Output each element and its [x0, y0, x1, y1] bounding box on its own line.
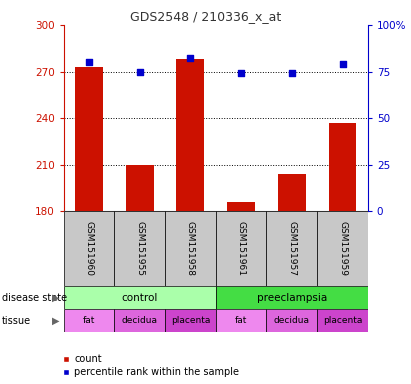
Text: fat: fat: [83, 316, 95, 325]
Point: [289, 70, 295, 76]
Bar: [75, 67, 103, 211]
Text: tissue: tissue: [2, 316, 31, 326]
Text: GSM151960: GSM151960: [85, 221, 94, 276]
Text: GSM151961: GSM151961: [237, 221, 246, 276]
Bar: [64, 286, 216, 309]
Bar: [278, 174, 306, 211]
Bar: [328, 123, 356, 211]
Text: placenta: placenta: [171, 316, 210, 325]
Text: preeclampsia: preeclampsia: [257, 293, 327, 303]
Bar: [266, 211, 317, 286]
Text: GSM151955: GSM151955: [135, 221, 144, 276]
Text: disease state: disease state: [2, 293, 67, 303]
Bar: [64, 211, 114, 286]
Text: GSM151959: GSM151959: [338, 221, 347, 276]
Point: [136, 68, 143, 74]
Bar: [114, 211, 165, 286]
Bar: [216, 211, 266, 286]
Bar: [317, 211, 368, 286]
Text: ▶: ▶: [52, 293, 60, 303]
Text: ▶: ▶: [52, 316, 60, 326]
Text: GSM151958: GSM151958: [186, 221, 195, 276]
Point: [339, 61, 346, 67]
Text: decidua: decidua: [274, 316, 310, 325]
Point: [238, 70, 245, 76]
Text: fat: fat: [235, 316, 247, 325]
Text: GDS2548 / 210336_x_at: GDS2548 / 210336_x_at: [130, 10, 281, 23]
Text: placenta: placenta: [323, 316, 362, 325]
Bar: [176, 59, 204, 211]
Bar: [114, 309, 165, 332]
Bar: [126, 165, 154, 211]
Bar: [266, 309, 317, 332]
Bar: [227, 202, 255, 211]
Point: [86, 59, 92, 65]
Bar: [64, 309, 114, 332]
Bar: [165, 211, 216, 286]
Bar: [216, 286, 368, 309]
Bar: [165, 309, 216, 332]
Text: control: control: [122, 293, 158, 303]
Point: [187, 55, 194, 61]
Text: GSM151957: GSM151957: [287, 221, 296, 276]
Bar: [317, 309, 368, 332]
Bar: [216, 309, 266, 332]
Legend: count, percentile rank within the sample: count, percentile rank within the sample: [62, 354, 239, 377]
Text: decidua: decidua: [122, 316, 158, 325]
